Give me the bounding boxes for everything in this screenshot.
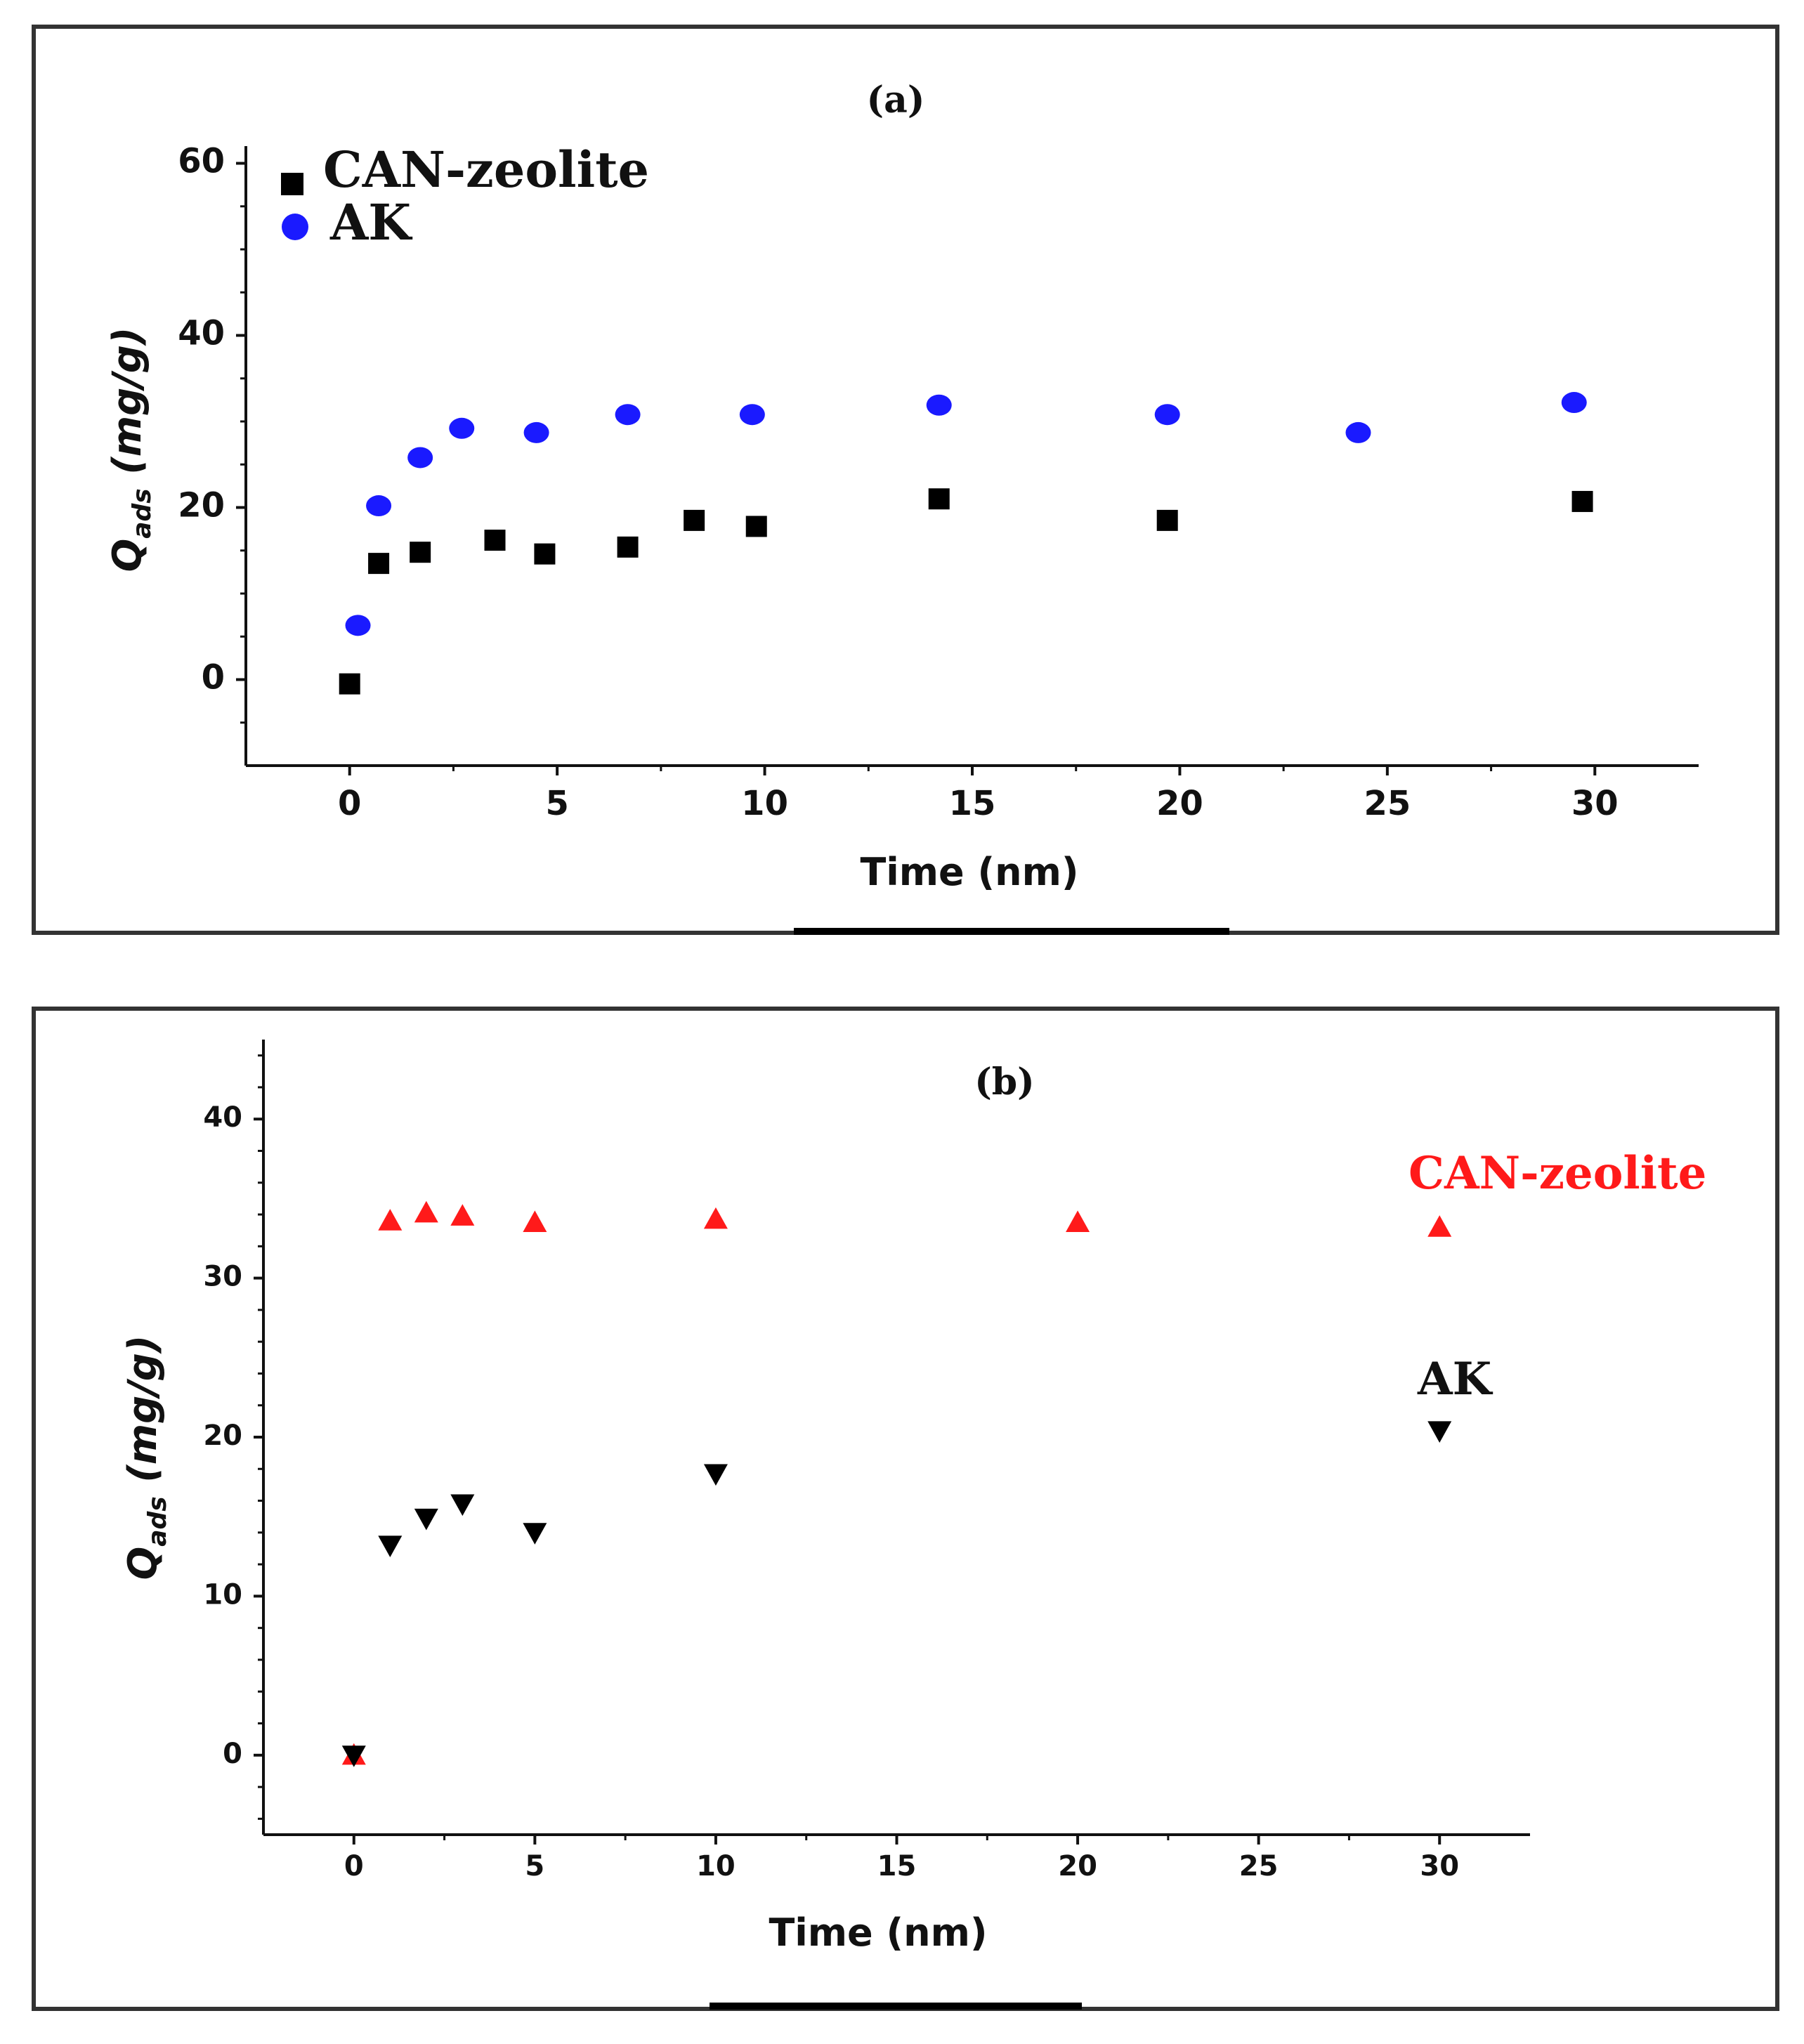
panel-b-x-tick-label: 30: [1420, 1850, 1459, 1882]
panel-a-ak-point: [1345, 421, 1371, 443]
panel-a-x-tick-label: 15: [949, 784, 996, 823]
panel-b-can-zeolite-point: [1427, 1215, 1452, 1237]
panel-a-can-zeolite-point: [1571, 490, 1593, 512]
panel-b-can-zeolite-point: [523, 1210, 547, 1232]
panel-b: (b) 0 5 10 15 20 25 30 0 10 20 30 40 CAN-zeolite AK…: [120, 1040, 1706, 1955]
panel-b-y-tick-label: 20: [203, 1420, 242, 1452]
panel-b-y-label-units: (mg/g): [120, 1335, 166, 1497]
panel-a-y-label-sub: ads: [128, 488, 157, 539]
panel-b-can-zeolite-point: [378, 1209, 403, 1231]
panel-a-y-label: Qads (mg/g): [105, 327, 157, 572]
panel-b-x-tick-label: 25: [1239, 1850, 1279, 1882]
legend-a-ak-marker: [282, 214, 308, 240]
legend-b-can-zeolite-label: CAN-zeolite: [1408, 1147, 1706, 1200]
panel-b-ak-point: [450, 1494, 475, 1516]
panel-b-ak-point: [1427, 1421, 1452, 1443]
panel-a-axes: 0 5 10 15 20 25 30 0 20 40 60: [178, 142, 1699, 823]
panel-b-x-label: Time (nm): [769, 1911, 987, 1955]
panel-a-ak-point: [345, 615, 371, 636]
panel-a-ak-point: [615, 404, 641, 426]
panel-b-y-tick-label: 30: [203, 1261, 242, 1293]
panel-b-title: (b): [974, 1061, 1035, 1103]
panel-b-can-zeolite-point: [414, 1200, 438, 1223]
panel-a-can-zeolite-point: [410, 542, 431, 563]
panel-a-ak-point: [449, 417, 475, 439]
panel-a-y-label-units: (mg/g): [105, 327, 150, 489]
panel-b-can-zeolite-point: [703, 1207, 728, 1229]
panel-a-legend: CAN-zeolite AK: [281, 140, 649, 251]
panel-a-x-tick-label: 5: [545, 784, 568, 823]
legend-a-ak-label: AK: [329, 193, 412, 251]
panel-b-axes: 0 5 10 15 20 25 30 0 10 20 30 40: [203, 1040, 1530, 1882]
panel-a-x-label: Time (nm): [860, 850, 1078, 894]
panel-b-y-tick-label: 10: [203, 1578, 242, 1611]
panel-a-x-tick-label: 20: [1156, 784, 1203, 823]
panel-a-y-tick-label: 40: [178, 314, 225, 353]
panel-a-can-zeolite-point: [339, 673, 360, 695]
panel-b-ak-point: [523, 1523, 547, 1545]
panel-b-x-tick-label: 0: [344, 1850, 364, 1882]
panel-b-ak-point: [414, 1508, 438, 1531]
panel-a-x-tick-label: 30: [1571, 784, 1619, 823]
panel-b-points: [341, 1200, 1452, 1767]
panel-b-y-label-main: Q: [120, 1547, 166, 1580]
panel-a-y-label-main: Q: [105, 539, 150, 572]
panel-a-ak-point: [1561, 392, 1587, 414]
panel-b-ak-point: [378, 1535, 403, 1557]
panel-a-ak-point: [366, 495, 392, 517]
panel-a-frame: [32, 25, 1779, 935]
panel-a-can-zeolite-point: [684, 509, 705, 531]
panel-a-ak-point: [523, 421, 549, 443]
panel-a-title: (a): [867, 79, 925, 122]
panel-b-can-zeolite-point: [450, 1204, 475, 1226]
panel-a-x-tick-label: 0: [338, 784, 361, 823]
panel-b-y-label: Qads (mg/g): [120, 1335, 172, 1580]
legend-b-ak-label: AK: [1417, 1353, 1493, 1406]
panel-a-can-zeolite-point: [484, 530, 506, 551]
panel-a: (a) 0 5 10 15 20 25 30 0 20 40 60 CAN-zeolite AK T…: [105, 79, 1699, 894]
panel-b-y-label-sub: ads: [143, 1496, 172, 1547]
panel-a-y-tick-label: 0: [202, 658, 225, 697]
panel-a-can-zeolite-point: [534, 543, 556, 565]
panel-b-x-tick-label: 15: [877, 1850, 917, 1882]
panel-a-can-zeolite-point: [745, 516, 767, 537]
panel-b-ak-point: [703, 1464, 728, 1486]
panel-a-ak-point: [1154, 404, 1180, 426]
legend-a-can-zeolite-marker: [281, 173, 303, 195]
panel-b-x-tick-label: 20: [1058, 1850, 1097, 1882]
panel-b-x-tick-label: 5: [525, 1850, 544, 1882]
panel-a-y-tick-label: 20: [178, 486, 225, 525]
panel-a-ak-point: [407, 447, 433, 469]
panel-a-y-tick-label: 60: [178, 142, 225, 181]
panel-b-can-zeolite-point: [1066, 1210, 1090, 1232]
legend-a-can-zeolite-label: CAN-zeolite: [323, 140, 649, 199]
panel-b-y-tick-label: 0: [223, 1738, 242, 1770]
panel-a-x-tick-label: 10: [741, 784, 788, 823]
panel-a-can-zeolite-point: [928, 488, 950, 510]
panel-a-x-tick-label: 25: [1364, 784, 1411, 823]
panel-b-y-tick-label: 40: [203, 1101, 242, 1134]
panel-b-ak-point: [341, 1745, 366, 1767]
panel-a-can-zeolite-point: [1156, 509, 1178, 531]
panel-a-points: [339, 392, 1593, 695]
panel-a-can-zeolite-point: [617, 536, 639, 558]
panel-b-x-tick-label: 10: [696, 1850, 736, 1882]
panel-a-can-zeolite-point: [368, 553, 390, 575]
panel-a-ak-point: [926, 394, 952, 416]
panel-a-ak-point: [739, 404, 765, 426]
